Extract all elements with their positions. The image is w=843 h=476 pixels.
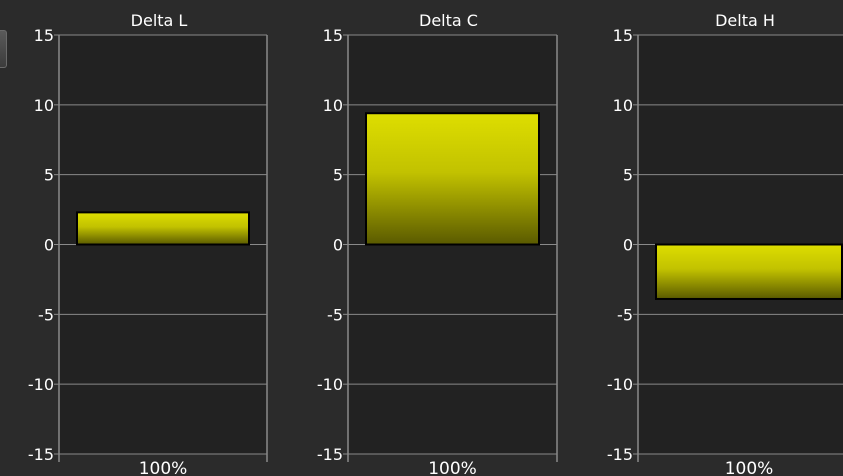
y-tick-label: 15 (34, 26, 54, 45)
y-tick-label: 10 (613, 96, 633, 115)
y-tick-label: -15 (317, 445, 343, 464)
chart-title: Delta C (419, 11, 478, 30)
y-tick-label: 5 (44, 166, 54, 185)
y-tick-label: 10 (323, 96, 343, 115)
y-tick-label: 0 (623, 236, 633, 255)
x-category-label: 100% (725, 459, 774, 476)
y-tick-label: 0 (333, 236, 343, 255)
y-tick-label: -5 (38, 305, 54, 324)
y-tick-label: 5 (333, 166, 343, 185)
y-tick-label: -15 (28, 445, 54, 464)
y-tick-label: -10 (28, 375, 54, 394)
y-tick-label: 15 (323, 26, 343, 45)
y-tick-label: 5 (623, 166, 633, 185)
chart-2: Delta C 15 10 5 0 -5 -10 -15 100% (317, 11, 558, 476)
y-tick-label: -5 (617, 305, 633, 324)
y-tick-label: 0 (44, 236, 54, 255)
y-tick-label: -5 (327, 305, 343, 324)
y-tick-label: -15 (607, 445, 633, 464)
bar (76, 211, 250, 246)
panel-edge-handle[interactable] (0, 30, 7, 68)
y-tick-label: -10 (607, 375, 633, 394)
y-tick-label: 10 (34, 96, 54, 115)
x-category-label: 100% (139, 459, 188, 476)
y-tick-label: 15 (613, 26, 633, 45)
bar (365, 112, 540, 246)
chart-3: Delta H 15 10 5 0 -5 -10 -15 100% (607, 11, 843, 476)
bar (655, 243, 843, 300)
chart-1: Delta L 15 10 5 0 -5 -10 -15 100% (28, 11, 268, 476)
x-category-label: 100% (428, 459, 477, 476)
y-tick-label: -10 (317, 375, 343, 394)
chart-title: Delta L (131, 11, 188, 30)
chart-title: Delta H (715, 11, 775, 30)
